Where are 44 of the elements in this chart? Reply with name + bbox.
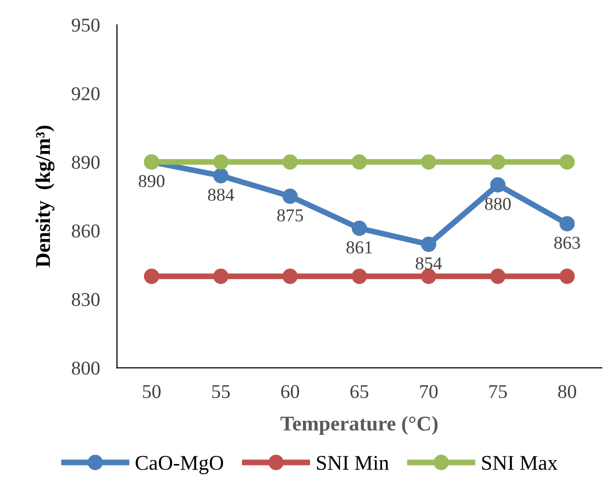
data-label: 863 [554,236,580,249]
point [490,268,506,284]
data-label: 890 [138,174,164,188]
point [352,220,367,236]
point [213,154,228,170]
point [420,236,436,252]
x-tick-label: 70 [420,385,438,398]
point [490,154,506,170]
y-tick-label: 860 [72,224,100,238]
data-label: 854 [416,257,442,270]
x-tick-label: 50 [142,385,161,398]
x-tick-label: 60 [281,385,300,398]
point [144,268,160,284]
x-tick-label: 80 [558,385,576,398]
point [559,216,575,232]
y-tick-label: 950 [72,18,100,32]
data-label: 861 [346,241,372,254]
point [559,154,575,170]
point [420,154,436,170]
data-label: 875 [277,209,303,222]
point [420,268,436,284]
y-tick-label: 830 [72,292,100,306]
x-tick-label: 65 [350,385,368,398]
y-tick-label: 920 [72,87,100,100]
x-tick-label: 55 [212,385,230,398]
point [352,268,367,284]
point [559,268,575,284]
point [282,188,298,204]
data-label: 880 [485,198,511,210]
point [213,268,228,284]
legend-label: SNI Min [317,456,389,470]
y-tick-label: 890 [72,156,100,169]
point [282,154,298,170]
data-label: 884 [208,188,234,201]
x-axis-title: Temperature (°C) [280,416,438,435]
point [490,177,506,192]
y-axis-title: Density (kg/m³) [35,126,54,268]
point [213,168,228,184]
legend-label: CaO-MgO [136,456,224,474]
legend-label: SNI Max [482,456,558,470]
x-tick-label: 75 [489,385,507,398]
point [352,154,367,170]
point [282,268,298,284]
y-tick-label: 800 [72,362,100,375]
